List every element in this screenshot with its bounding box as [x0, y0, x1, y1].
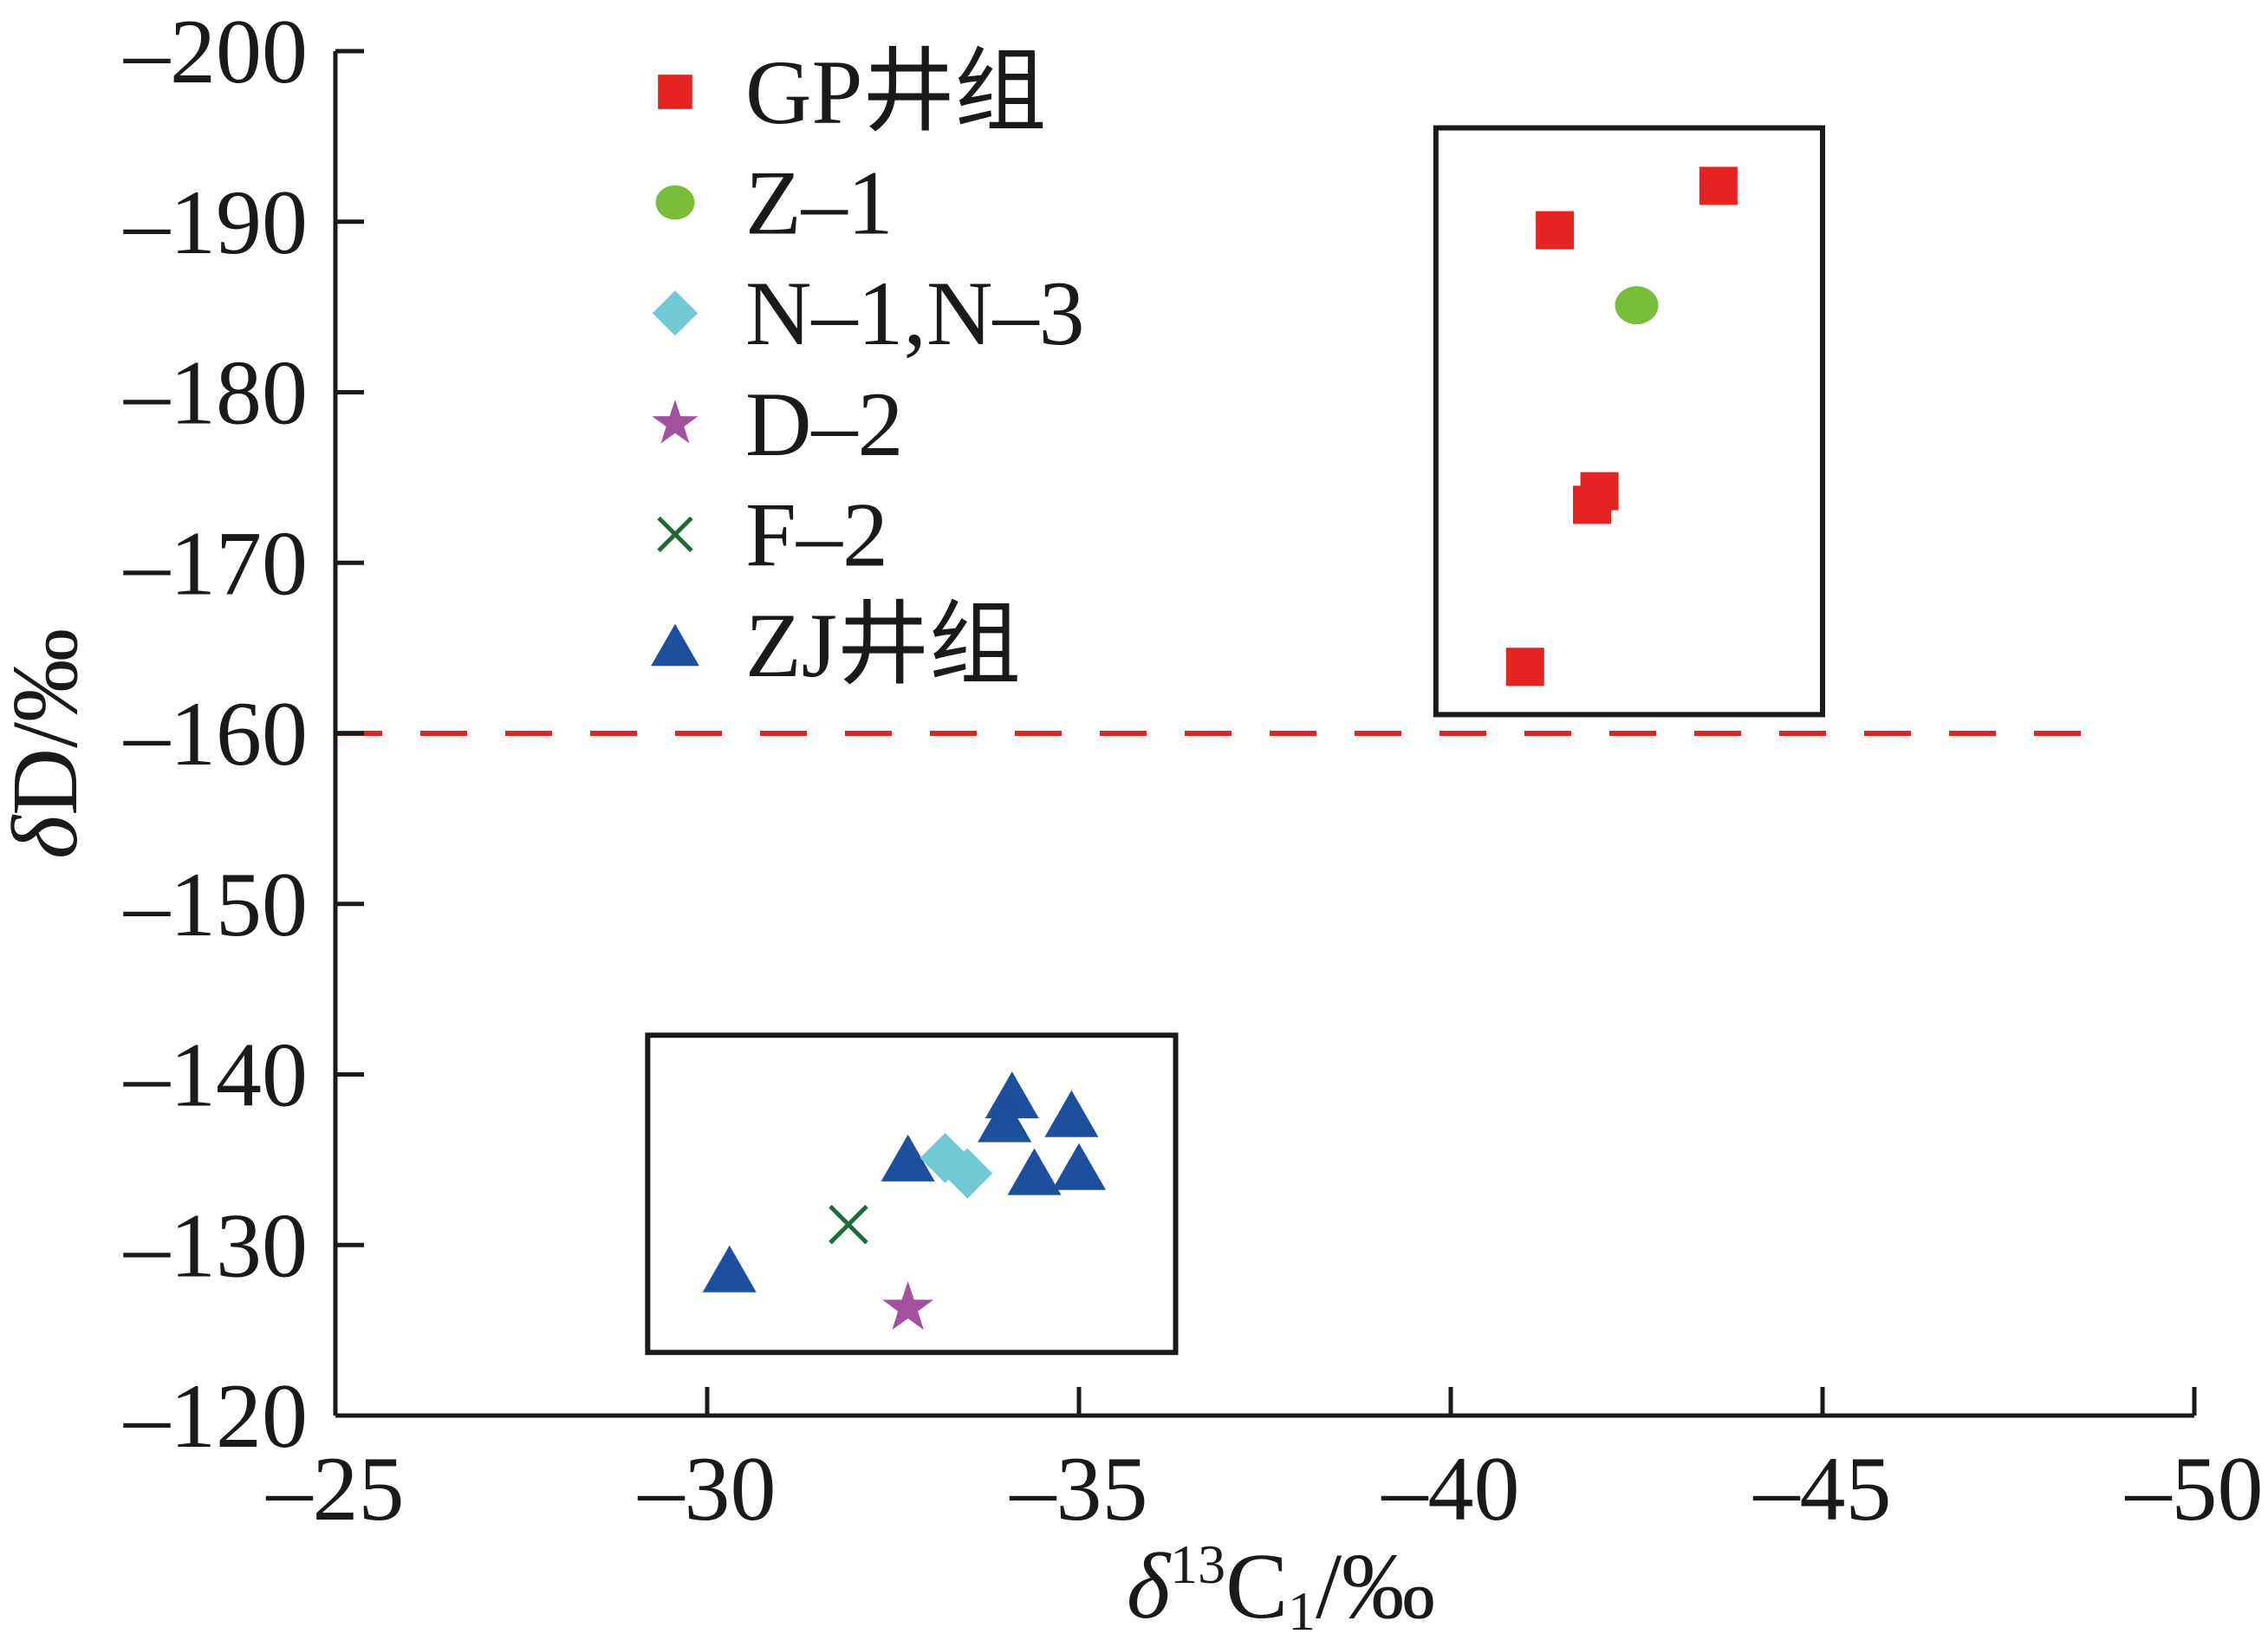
data-point-square — [1699, 166, 1738, 205]
legend-label: GP井组 — [745, 42, 1047, 143]
data-point-triangle — [1044, 1090, 1099, 1137]
x-axis-label-superscript: 13 — [1170, 1533, 1225, 1595]
legend-triangle-marker — [651, 623, 699, 667]
legend-item: N–1,N–3 — [652, 263, 1085, 364]
data-point-triangle — [1007, 1148, 1062, 1195]
data-point-triangle — [1052, 1142, 1106, 1190]
y-tick-label: –170 — [123, 512, 308, 614]
legend-label: Z–1 — [745, 153, 894, 254]
data-point-square — [1573, 485, 1612, 524]
legend-item: Z–1 — [655, 153, 894, 254]
legend-item: D–2 — [652, 374, 904, 475]
series-square — [1505, 166, 1738, 687]
x-tick-label: –25 — [266, 1438, 405, 1540]
legend-item: GP井组 — [658, 42, 1047, 143]
data-series — [702, 166, 1738, 1331]
data-point-triangle — [881, 1134, 935, 1182]
data-point-triangle — [702, 1245, 757, 1292]
highlight-boxes — [645, 125, 1825, 1356]
data-point-diamond — [942, 1148, 993, 1199]
x-axis-label-unit: /‰ — [1316, 1535, 1435, 1638]
data-point-square — [1536, 211, 1575, 250]
y-axis-label-base: D — [0, 748, 97, 816]
x-axis-label-base: C — [1225, 1535, 1288, 1638]
data-point-star — [882, 1281, 934, 1331]
legend-diamond-marker — [652, 290, 699, 336]
x-axis-label-symbol: δ — [1127, 1535, 1172, 1638]
series-cross — [829, 1204, 868, 1245]
legend-item: ZJ井组 — [651, 595, 1021, 696]
y-tick-label: –180 — [123, 342, 308, 444]
y-tick-label: –140 — [123, 1025, 308, 1126]
y-tick-label: –190 — [123, 172, 308, 273]
tick-labels: –200 –190 –180 –170 –160 –150 –140 –130 –120–25 –… — [123, 1, 2264, 1540]
x-tick-label: –50 — [2125, 1438, 2264, 1540]
y-tick-label: –200 — [123, 1, 308, 102]
series-star — [882, 1281, 934, 1331]
series-circle — [1615, 286, 1659, 325]
legend-cross-marker — [657, 516, 693, 553]
y-tick-label: –130 — [123, 1195, 308, 1296]
axis-ticks — [333, 49, 2197, 1418]
x-tick-label: –45 — [1753, 1438, 1892, 1540]
y-tick-label: –120 — [123, 1365, 308, 1467]
legend-label: ZJ井组 — [745, 595, 1021, 696]
data-point-circle — [1615, 286, 1659, 325]
x-axis-label-subscript: 1 — [1288, 1580, 1316, 1642]
legend-item: F–2 — [657, 484, 888, 585]
y-axis-label-symbol: δ — [0, 814, 97, 859]
y-tick-label: –160 — [123, 683, 308, 784]
x-axis-label: δ13C1/‰ — [1127, 1533, 1435, 1642]
legend-circle-marker — [655, 185, 695, 220]
legend-label: F–2 — [745, 484, 888, 585]
legend-label: N–1,N–3 — [745, 263, 1085, 364]
data-point-square — [1505, 648, 1544, 687]
y-axis-label-unit: /‰ — [0, 628, 97, 748]
x-tick-label: –35 — [1010, 1438, 1148, 1540]
legend-square-marker — [658, 75, 692, 109]
y-axis-label: δD/‰ — [0, 628, 97, 859]
data-point-cross — [829, 1204, 868, 1245]
x-tick-label: –40 — [1381, 1438, 1520, 1540]
highlight-box — [1433, 125, 1825, 718]
legend-star-marker — [652, 399, 699, 444]
highlight-box — [645, 1032, 1179, 1356]
series-triangle — [702, 1071, 1106, 1292]
y-tick-label: –150 — [123, 854, 308, 955]
x-tick-label: –30 — [638, 1438, 777, 1540]
legend-label: D–2 — [745, 374, 904, 475]
series-diamond — [920, 1132, 993, 1199]
data-point-triangle — [978, 1095, 1032, 1142]
